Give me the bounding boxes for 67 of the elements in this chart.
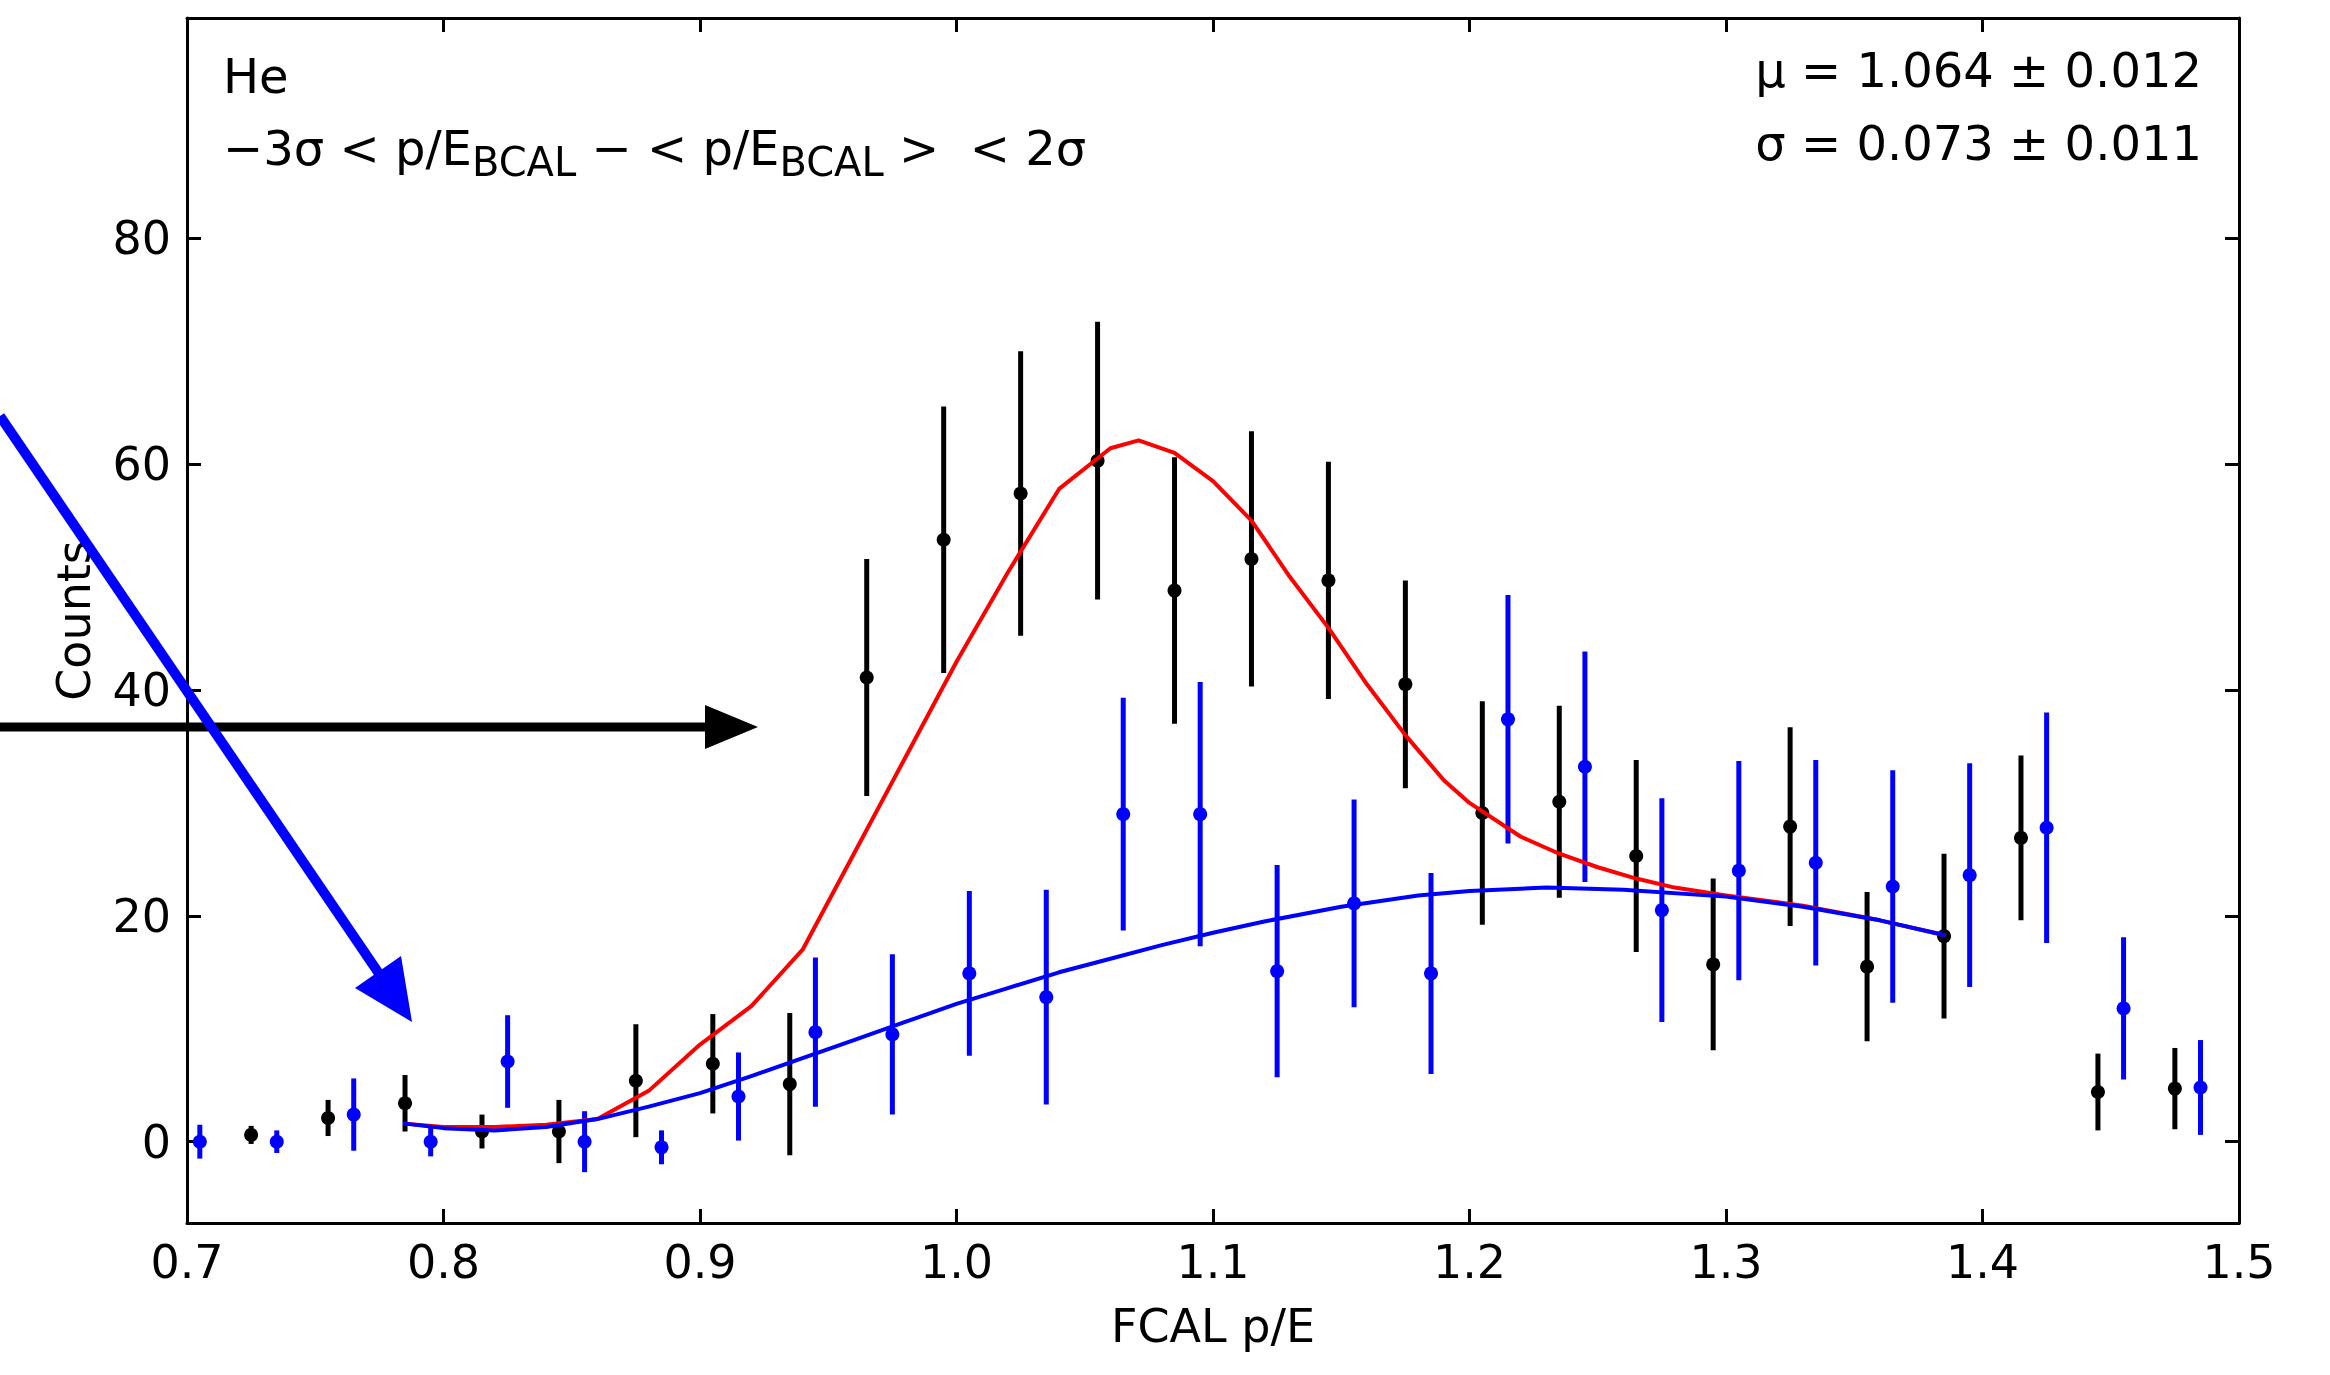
point <box>936 532 951 547</box>
y-tick-label: 20 <box>112 888 171 943</box>
x-tick-label: 1.4 <box>1945 1235 2020 1289</box>
point <box>2167 1081 2182 1096</box>
point <box>962 966 977 981</box>
y-tick-label: 80 <box>112 211 171 266</box>
point <box>2193 1080 2208 1095</box>
point <box>1193 807 1208 822</box>
point <box>885 1027 900 1042</box>
point <box>1116 807 1131 822</box>
point <box>1013 486 1028 501</box>
point <box>1629 848 1644 863</box>
y-tick-label: 60 <box>112 437 171 492</box>
point <box>1500 712 1515 727</box>
point <box>321 1110 336 1125</box>
point <box>2039 820 2054 835</box>
point <box>1270 964 1285 979</box>
point <box>1167 583 1182 598</box>
point <box>654 1140 669 1155</box>
point <box>2116 1001 2131 1016</box>
point <box>1860 959 1875 974</box>
point <box>1244 551 1259 566</box>
x-tick-label: 1.5 <box>2202 1235 2276 1289</box>
point <box>1552 794 1567 809</box>
x-tick-label: 1.1 <box>1176 1235 1250 1289</box>
x-tick-label: 1.3 <box>1689 1235 1763 1289</box>
point <box>269 1134 284 1149</box>
point <box>782 1077 797 1092</box>
point <box>1783 819 1798 834</box>
x-tick-label: 0.8 <box>406 1235 481 1289</box>
point <box>1039 990 1054 1005</box>
point <box>1962 868 1977 883</box>
annotation: −3σ < p/E$_{BCAL}$ − < p/E$_{BCAL}$ > < 2σ <box>223 120 1087 185</box>
y-tick-label: 0 <box>141 1114 171 1169</box>
annotation: He <box>223 48 289 104</box>
point <box>705 1056 720 1071</box>
x-tick-label: 1.0 <box>919 1235 994 1289</box>
point <box>2090 1085 2105 1099</box>
x-tick-label: 0.7 <box>150 1235 224 1289</box>
point <box>1885 879 1900 894</box>
point <box>808 1025 823 1040</box>
point <box>859 670 874 685</box>
annotation: σ = 0.073 ± 0.011 <box>1755 115 2202 171</box>
point <box>1577 759 1592 774</box>
point <box>1424 966 1439 981</box>
point <box>244 1127 259 1142</box>
x-axis-title: FCAL p/E <box>1110 1299 1316 1353</box>
x-tick-label: 1.2 <box>1432 1235 1507 1289</box>
point <box>192 1134 207 1149</box>
point <box>577 1134 592 1149</box>
point <box>346 1107 361 1122</box>
point <box>1398 677 1413 692</box>
point <box>1706 957 1721 972</box>
point <box>1731 863 1746 878</box>
point <box>500 1054 515 1069</box>
point <box>398 1096 413 1111</box>
point <box>1808 855 1823 870</box>
point <box>731 1089 746 1104</box>
point <box>1654 903 1669 918</box>
point <box>2013 830 2028 845</box>
y-axis-title: Counts <box>47 540 101 701</box>
x-tick-label: 0.9 <box>663 1235 737 1289</box>
point <box>628 1073 643 1088</box>
annotation: μ = 1.064 ± 0.012 <box>1755 42 2202 98</box>
point <box>1321 573 1336 588</box>
y-tick-label: 40 <box>112 662 171 717</box>
point <box>423 1134 438 1149</box>
